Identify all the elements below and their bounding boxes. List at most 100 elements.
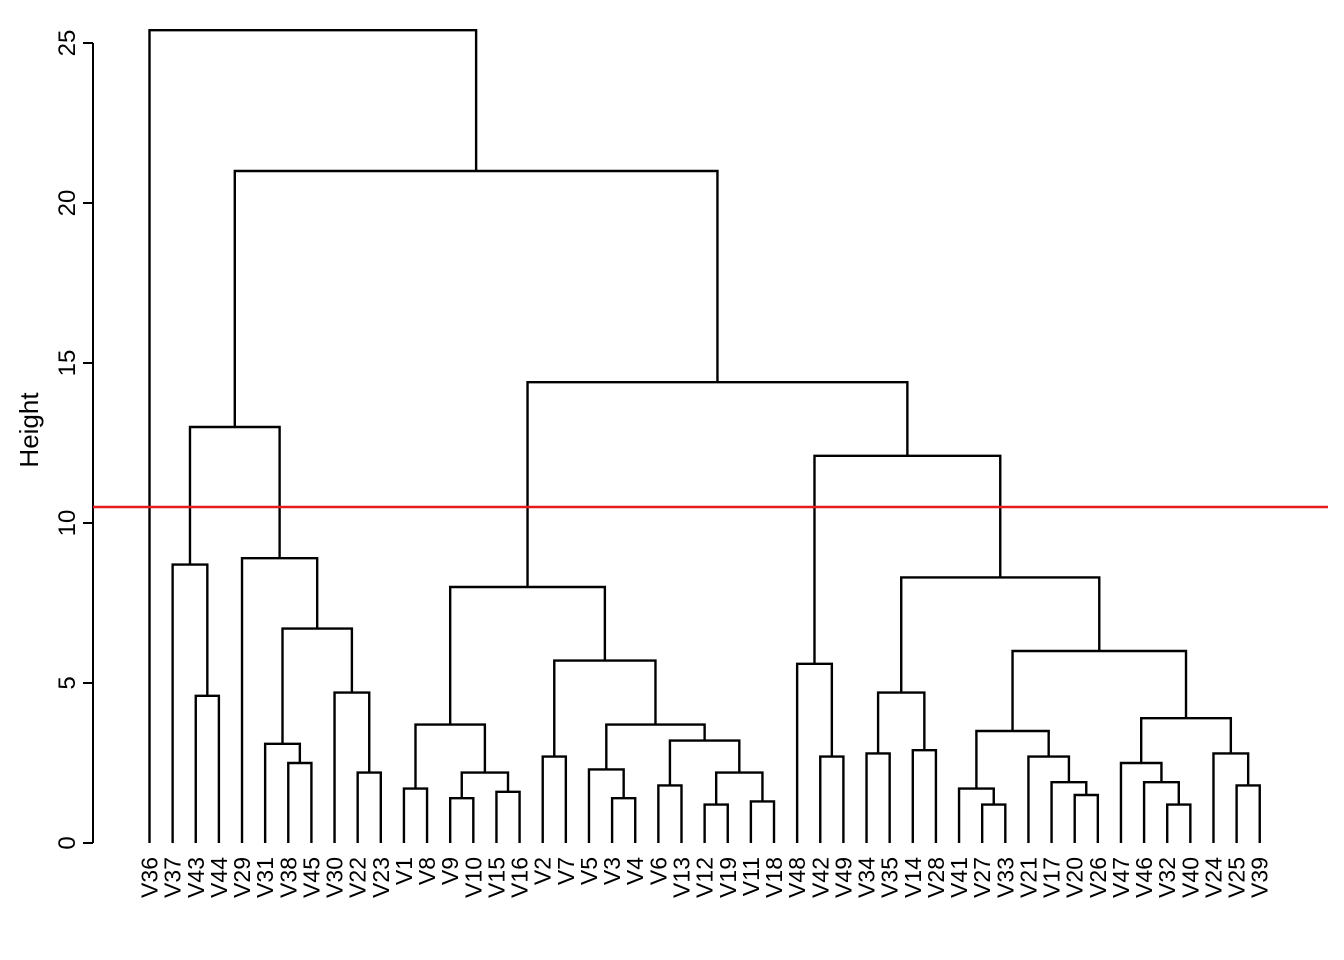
leaf-label-V41: V41: [946, 857, 972, 898]
y-tick-label-25: 25: [54, 30, 81, 57]
leaf-label-V36: V36: [137, 857, 163, 898]
merge-C6: [541, 755, 568, 843]
merge-B4: [333, 691, 371, 843]
y-tick-label-15: 15: [54, 350, 81, 377]
leaf-label-V1: V1: [391, 857, 417, 885]
leaf-label-V17: V17: [1039, 857, 1065, 898]
y-axis-label: Height: [14, 392, 44, 468]
leaf-label-V24: V24: [1200, 857, 1226, 898]
leaf-label-V28: V28: [923, 857, 949, 898]
leaf-label-V10: V10: [460, 857, 486, 898]
leaf-label-V30: V30: [322, 857, 348, 898]
merge-C8: [587, 768, 625, 843]
leaf-label-V26: V26: [1085, 857, 1111, 898]
leaf-label-V42: V42: [807, 857, 833, 898]
leaf-label-V29: V29: [229, 857, 255, 898]
leaf-label-V2: V2: [530, 857, 556, 885]
merge-B1: [287, 761, 313, 843]
y-tick-label-0: 0: [54, 836, 81, 849]
leaf-label-V12: V12: [692, 857, 718, 898]
leaf-label-V19: V19: [715, 857, 741, 898]
leaf-label-V5: V5: [576, 857, 602, 885]
leaf-label-V13: V13: [668, 857, 694, 898]
leaf-label-V49: V49: [830, 857, 856, 898]
merge-C13: [668, 739, 741, 786]
merge-AB: [188, 425, 281, 565]
merge-D12: [1166, 803, 1192, 843]
leaf-label-V16: V16: [507, 857, 533, 898]
leaf-label-V35: V35: [877, 857, 903, 898]
leaf-label-V25: V25: [1224, 857, 1250, 898]
merge-C1: [402, 787, 429, 843]
leaf-label-V40: V40: [1177, 857, 1203, 898]
leaf-label-V44: V44: [206, 857, 232, 898]
merge-D9: [1050, 781, 1088, 843]
merge-D5: [876, 691, 926, 754]
merge-C9: [657, 784, 683, 843]
merge-B3: [356, 771, 382, 843]
merge-B2: [263, 742, 302, 843]
merge-D15: [1235, 784, 1261, 843]
merge-D16: [1212, 752, 1250, 843]
merge-D19: [900, 576, 1101, 693]
leaf-label-V3: V3: [599, 857, 625, 885]
leaf-label-V39: V39: [1247, 857, 1273, 898]
merge-D6: [980, 803, 1007, 843]
leaf-label-V38: V38: [275, 857, 301, 898]
merge-D17: [1140, 717, 1233, 763]
dendrogram-branches: [148, 29, 1261, 843]
leaf-label-V47: V47: [1108, 857, 1134, 898]
merge-C5: [414, 723, 487, 789]
y-tick-label-10: 10: [54, 510, 81, 537]
merge-B5: [281, 627, 354, 744]
merge-D8: [1073, 793, 1100, 843]
merge-D1: [819, 755, 845, 843]
merge-D4: [911, 749, 938, 843]
merge-D2: [795, 662, 834, 843]
leaf-label-V23: V23: [368, 857, 394, 898]
merge-D20: [813, 454, 1002, 664]
leaf-label-V48: V48: [784, 857, 810, 898]
merge-C11: [749, 800, 776, 843]
merge-C4: [460, 771, 510, 799]
merge-A1: [194, 694, 221, 843]
merge-C14: [605, 723, 706, 770]
merge-C16: [448, 585, 607, 725]
merge-C10: [703, 803, 729, 843]
leaf-label-V7: V7: [553, 857, 579, 885]
merge-D10: [1027, 755, 1071, 843]
leaf-label-V4: V4: [622, 857, 648, 885]
leaf-label-V9: V9: [437, 857, 463, 885]
leaf-label-V31: V31: [252, 857, 278, 898]
merge-D3: [865, 752, 891, 843]
leaf-labels: V36V37V43V44V29V31V38V45V30V22V23V1V8V9V…: [137, 857, 1273, 898]
leaf-label-V45: V45: [298, 857, 324, 898]
merge-B6: [240, 557, 319, 843]
leaf-label-V11: V11: [738, 857, 764, 896]
merge-A2: [171, 563, 209, 843]
merge-D7: [957, 787, 995, 843]
merge-CD: [526, 381, 909, 587]
merge-ABCD: [233, 169, 719, 427]
leaf-label-V32: V32: [1154, 857, 1180, 898]
leaf-label-V20: V20: [1062, 857, 1088, 898]
merge-C12: [714, 771, 764, 805]
leaf-label-V6: V6: [645, 857, 671, 885]
leaf-label-V46: V46: [1131, 857, 1157, 898]
y-axis: 0 5 10 15 20 25: [54, 30, 94, 850]
merge-D14: [1119, 761, 1163, 843]
merge-C7: [610, 797, 637, 843]
y-tick-label-5: 5: [54, 676, 81, 689]
leaf-label-V15: V15: [483, 857, 509, 898]
leaf-label-V22: V22: [345, 857, 371, 898]
leaf-label-V33: V33: [992, 857, 1018, 898]
merge-ROOT: [148, 29, 478, 843]
leaf-label-V34: V34: [854, 857, 880, 898]
leaf-label-V37: V37: [160, 857, 186, 898]
leaf-label-V14: V14: [900, 857, 926, 898]
merge-C3: [495, 790, 521, 843]
leaf-label-V8: V8: [414, 857, 440, 885]
leaf-label-V27: V27: [969, 857, 995, 898]
y-tick-label-20: 20: [54, 190, 81, 217]
